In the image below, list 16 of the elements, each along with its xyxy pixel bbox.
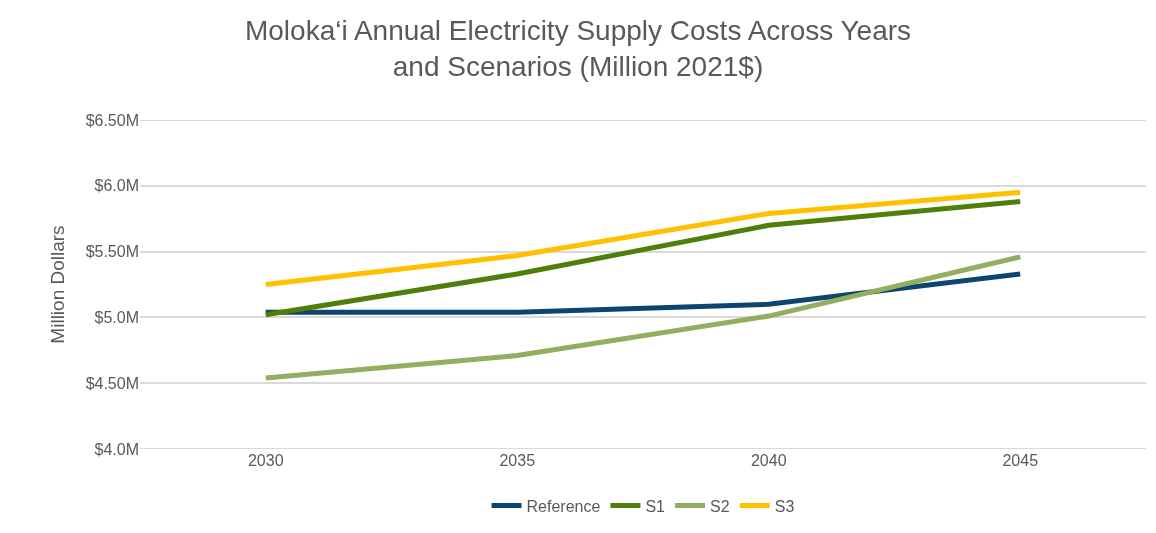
x-tick-label: 2035	[499, 452, 536, 469]
y-tick-label: $5.0M	[94, 309, 139, 326]
x-tick-label: 2040	[750, 452, 787, 469]
y-tick-label: $6.0M	[94, 177, 139, 195]
legend-label: S1	[645, 497, 666, 515]
legend-label: S3	[774, 497, 795, 515]
y-axis-title: Million Dollars	[47, 225, 69, 344]
chart-title: Moloka‘i Annual Electricity Supply Costs Across Years and Scenarios (Million 2021$)	[244, 14, 912, 83]
y-tick-label: $4.50M	[85, 374, 139, 392]
x-tick-label: 2045	[1002, 452, 1039, 469]
y-tick-label: $5.50M	[85, 243, 139, 261]
y-tick-label: $6.50M	[85, 111, 139, 129]
y-tick-label: $4.0M	[94, 440, 139, 458]
legend-label: S2	[710, 497, 730, 515]
x-tick-label: 2030	[247, 452, 284, 469]
legend-label: Reference	[526, 497, 601, 515]
